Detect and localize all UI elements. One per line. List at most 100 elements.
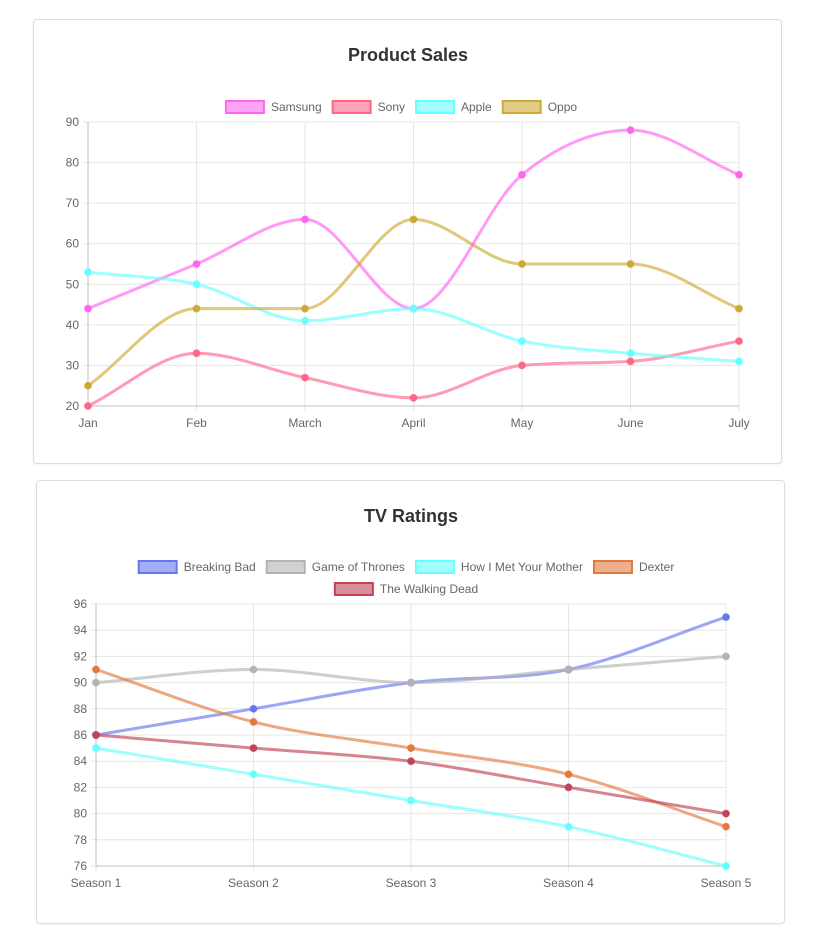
legend: Breaking Bad Game of Thrones How I Met You… — [137, 560, 674, 596]
data-point[interactable] — [192, 260, 201, 268]
y-tick-label: 80 — [74, 807, 88, 821]
tv-ratings-card: TV Ratings 76 78 80 82 84 86 88 90 92 94 96 Season … — [36, 480, 785, 924]
data-point[interactable] — [518, 337, 526, 346]
data-point[interactable] — [407, 744, 415, 753]
data-point[interactable] — [249, 744, 258, 753]
legend-item-apple[interactable]: Apple — [415, 100, 492, 114]
data-point[interactable] — [722, 613, 730, 622]
series-oppo — [84, 215, 743, 390]
data-point[interactable] — [626, 126, 635, 135]
data-point[interactable] — [518, 170, 526, 179]
data-point[interactable] — [84, 381, 92, 390]
data-point[interactable] — [735, 304, 743, 313]
y-tick-label: 40 — [66, 318, 80, 332]
y-tick-label: 96 — [74, 597, 88, 611]
legend-item-game-of-thrones[interactable]: Game of Thrones — [265, 560, 405, 574]
data-point[interactable] — [626, 349, 635, 358]
data-point[interactable] — [92, 744, 100, 753]
data-point[interactable] — [735, 170, 743, 179]
y-tick-label: 20 — [66, 399, 80, 413]
data-point[interactable] — [409, 215, 418, 224]
y-tick-label: 82 — [74, 780, 88, 794]
data-point[interactable] — [84, 402, 92, 410]
legend: Samsung Sony Apple Oppo — [224, 100, 578, 114]
series-apple — [84, 268, 743, 366]
y-tick-label: 84 — [74, 754, 88, 768]
data-point[interactable] — [301, 304, 309, 313]
legend-swatch — [137, 560, 178, 574]
data-point[interactable] — [301, 316, 309, 325]
data-point[interactable] — [735, 357, 743, 366]
data-point[interactable] — [192, 349, 201, 358]
y-tick-label: 76 — [74, 859, 88, 873]
data-point[interactable] — [564, 770, 573, 779]
data-point[interactable] — [409, 393, 418, 402]
data-point[interactable] — [407, 757, 415, 766]
data-point[interactable] — [249, 704, 258, 713]
legend-item-the-walking-dead[interactable]: The Walking Dead — [333, 582, 478, 596]
legend-label: Game of Thrones — [312, 560, 405, 574]
series-sony — [84, 337, 743, 410]
data-point[interactable] — [249, 770, 258, 779]
legend-item-how-i-met-your-mother[interactable]: How I Met Your Mother — [414, 560, 583, 574]
data-point[interactable] — [84, 268, 92, 277]
data-point[interactable] — [722, 822, 730, 831]
data-point[interactable] — [192, 304, 201, 313]
data-point[interactable] — [564, 665, 573, 674]
y-tick-label: 94 — [74, 623, 88, 637]
y-tick-label: 30 — [66, 358, 80, 372]
data-point[interactable] — [301, 373, 309, 382]
data-point[interactable] — [564, 822, 573, 831]
series-game-of-thrones — [92, 652, 730, 687]
data-point[interactable] — [518, 361, 526, 370]
legend-label: Dexter — [639, 560, 674, 574]
y-tick-label: 78 — [74, 833, 88, 847]
legend-item-dexter[interactable]: Dexter — [592, 560, 674, 574]
y-tick-label: 70 — [66, 196, 80, 210]
data-point[interactable] — [409, 304, 418, 313]
product-sales-chart: Product Sales 20 30 40 50 60 70 80 90 Jan Feb Marc… — [66, 45, 750, 430]
data-point[interactable] — [92, 731, 100, 739]
data-point[interactable] — [84, 304, 92, 313]
legend-item-samsung[interactable]: Samsung — [224, 100, 322, 114]
grid — [83, 121, 740, 411]
y-tick-label: 88 — [74, 702, 88, 716]
data-point[interactable] — [564, 783, 573, 792]
data-point[interactable] — [518, 260, 526, 268]
legend-label: Breaking Bad — [184, 560, 256, 574]
tv-ratings-chart: TV Ratings 76 78 80 82 84 86 88 90 92 94 96 Season … — [71, 506, 752, 890]
data-point[interactable] — [722, 809, 730, 818]
data-point[interactable] — [249, 665, 258, 674]
legend-item-breaking-bad[interactable]: Breaking Bad — [137, 560, 256, 574]
data-point[interactable] — [92, 678, 100, 687]
y-tick-label: 90 — [66, 115, 80, 129]
x-tick-label: Season 2 — [228, 876, 279, 890]
data-point[interactable] — [722, 652, 730, 661]
series-the-walking-dead — [92, 731, 730, 818]
y-tick-label: 90 — [74, 676, 88, 690]
data-point[interactable] — [626, 260, 635, 268]
x-tick-label: Season 3 — [386, 876, 437, 890]
data-point[interactable] — [722, 862, 730, 870]
y-tick-label: 92 — [74, 649, 88, 663]
data-point[interactable] — [735, 337, 743, 346]
legend-label: Oppo — [548, 100, 578, 114]
data-point[interactable] — [192, 280, 201, 289]
legend-label: Apple — [461, 100, 492, 114]
data-point[interactable] — [626, 357, 635, 366]
y-tick-label: 86 — [74, 728, 88, 742]
data-point[interactable] — [407, 678, 415, 687]
product-sales-card: Product Sales 20 30 40 50 60 70 80 90 Jan Feb Marc… — [33, 19, 782, 464]
x-tick-label: Jan — [78, 416, 97, 430]
legend-label: Sony — [378, 100, 405, 114]
data-point[interactable] — [249, 717, 258, 726]
legend-item-sony[interactable]: Sony — [331, 100, 405, 114]
legend-item-oppo[interactable]: Oppo — [501, 100, 578, 114]
x-tick-label: Season 4 — [543, 876, 594, 890]
data-point[interactable] — [301, 215, 309, 224]
data-point[interactable] — [92, 665, 100, 674]
legend-swatch — [415, 100, 455, 114]
x-tick-label: April — [401, 416, 425, 430]
data-point[interactable] — [407, 796, 415, 805]
x-tick-label: Season 1 — [71, 876, 122, 890]
